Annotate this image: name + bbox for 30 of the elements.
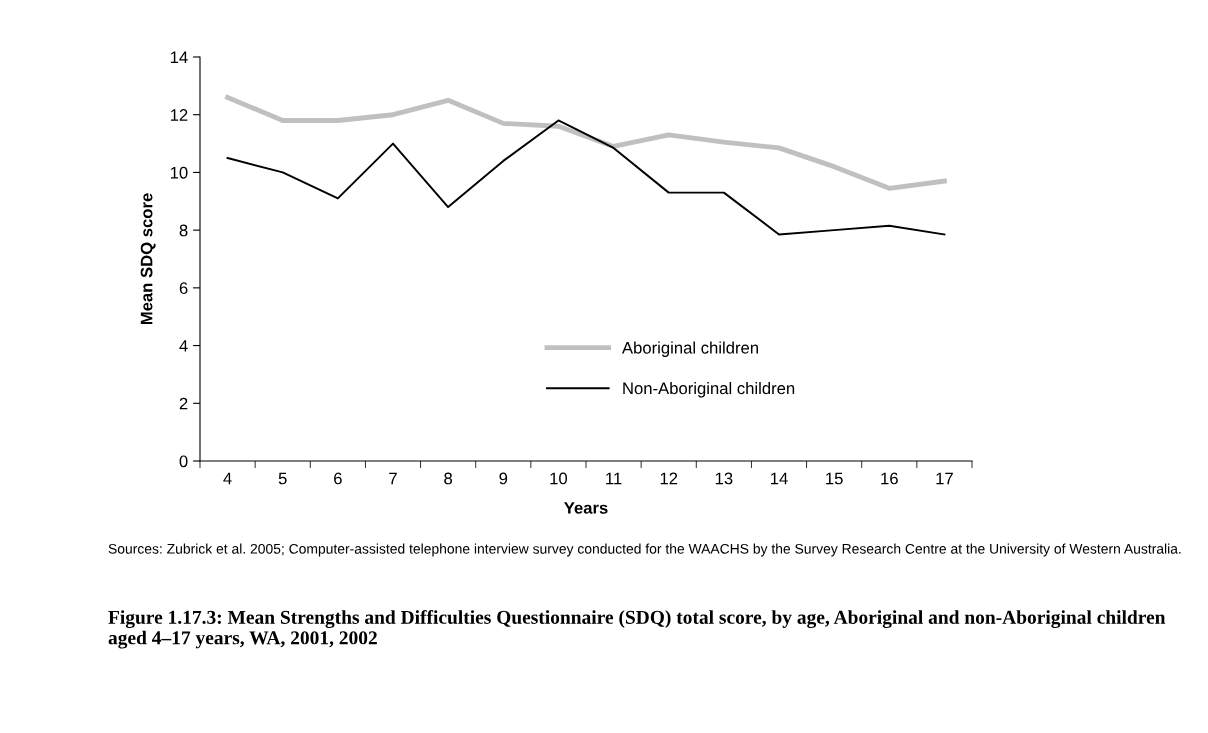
x-tick-label: 11: [606, 472, 622, 485]
x-tick-label: 12: [660, 472, 678, 485]
x-tick-label: 15: [826, 472, 843, 485]
x-tick-label: 13: [715, 472, 733, 485]
legend-label: Aboriginal children: [621, 341, 758, 357]
y-axis-title: Mean SDQ score: [140, 193, 156, 325]
x-tick-label: 10: [550, 472, 568, 485]
x-tick-label: 4: [223, 472, 232, 485]
x-tick-label: 17: [936, 472, 953, 485]
x-tick-label: 6: [334, 472, 342, 485]
x-tick-label: 8: [444, 472, 453, 485]
y-tick-label: 12: [170, 109, 188, 121]
x-tick-label: 9: [499, 472, 508, 485]
x-tick-label: 5: [278, 472, 287, 485]
y-tick-label: 14: [170, 51, 188, 64]
y-tick-label: 6: [179, 282, 188, 295]
y-tick-label: 10: [170, 166, 188, 179]
y-tick-label: 4: [179, 340, 188, 352]
line-series: [225, 94, 947, 191]
line-series: [226, 119, 946, 236]
y-tick-label: 0: [179, 455, 188, 468]
x-tick-label: 16: [881, 472, 898, 485]
y-tick-label: 2: [179, 397, 188, 410]
y-tick-label: 8: [179, 224, 188, 237]
source-note: Sources: Zubrick et al. 2005; Computer-assisted telephone interview survey conducted for the WAACHS by the Survey Research Centre at the University of Western Australia.: [108, 543, 1181, 557]
x-axis-title: Years: [564, 502, 608, 514]
x-tick-label: 14: [771, 472, 788, 485]
x-tick-label: 7: [389, 472, 397, 485]
text: Figure 1.17.3: Mean Strengths and Difficulties Questionnaire (SDQ) total score, by age, Aboriginal and non-Aboriginal children aged 4–17 years, WA, 2001, 2002: [108, 610, 1166, 649]
legend-label: Non-Aboriginal children: [623, 381, 795, 398]
